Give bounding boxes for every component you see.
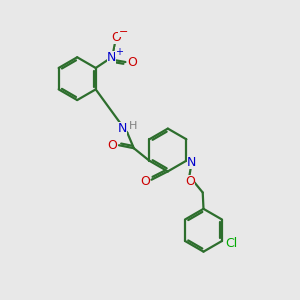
Text: O: O [111, 31, 121, 44]
Text: +: + [115, 47, 123, 57]
Text: N: N [187, 156, 196, 169]
Text: O: O [107, 139, 117, 152]
Text: N: N [118, 122, 127, 135]
Text: N: N [107, 51, 116, 64]
Text: O: O [127, 56, 137, 68]
Text: −: − [118, 27, 128, 37]
Text: O: O [140, 175, 150, 188]
Text: O: O [185, 175, 195, 188]
Text: H: H [128, 121, 137, 131]
Text: Cl: Cl [225, 237, 237, 250]
